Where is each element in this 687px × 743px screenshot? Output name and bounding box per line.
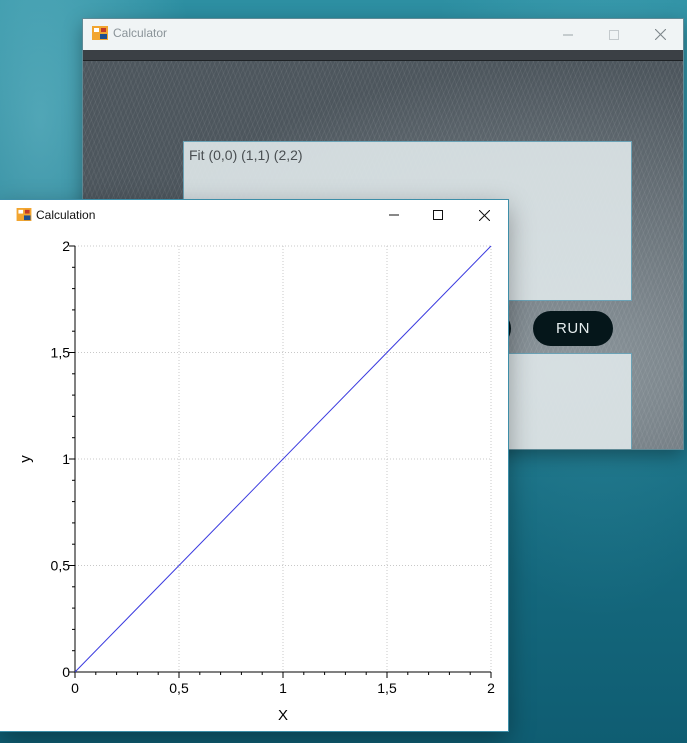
app-icon [92, 26, 108, 40]
calculator-titlebar[interactable]: Calculator [83, 19, 683, 50]
minimize-icon [563, 34, 573, 35]
fit-plot: 0 0,5 1 1,5 2 0 0,5 1 1,5 2 Xy [17, 238, 495, 724]
minimize-button[interactable] [371, 200, 417, 230]
app-icon [16, 208, 32, 221]
run-button[interactable]: RUN [533, 311, 613, 346]
close-button[interactable] [461, 200, 507, 230]
y-tick-label: 0,5 [51, 558, 71, 574]
y-tick-label: 1,5 [51, 345, 71, 361]
close-icon [478, 209, 490, 221]
y-axis-label: y [17, 455, 34, 463]
x-tick-label: 0,5 [169, 680, 189, 696]
fit-line [74, 245, 492, 673]
minimize-icon [389, 214, 399, 216]
maximize-icon [433, 210, 443, 220]
calculator-title: Calculator [113, 26, 168, 40]
toolbar-handle[interactable] [83, 50, 683, 61]
x-tick-label: 0 [71, 680, 79, 696]
calculation-title: Calculation [36, 208, 96, 222]
close-button[interactable] [637, 19, 683, 50]
x-tick-label: 1,5 [377, 680, 397, 696]
y-tick-label: 1 [62, 451, 70, 467]
y-tick-label: 2 [62, 238, 70, 254]
y-tick-label: 0 [62, 664, 70, 680]
x-tick-label: 1 [279, 680, 287, 696]
calculation-titlebar[interactable]: Calculation [0, 200, 508, 230]
close-icon [654, 29, 666, 40]
x-axis-label: X [278, 707, 288, 724]
minimize-button[interactable] [545, 19, 591, 50]
result-output[interactable] [503, 353, 632, 449]
x-tick-label: 2 [487, 680, 495, 696]
maximize-button[interactable] [591, 19, 637, 50]
maximize-button[interactable] [415, 200, 461, 230]
maximize-icon [609, 29, 619, 40]
